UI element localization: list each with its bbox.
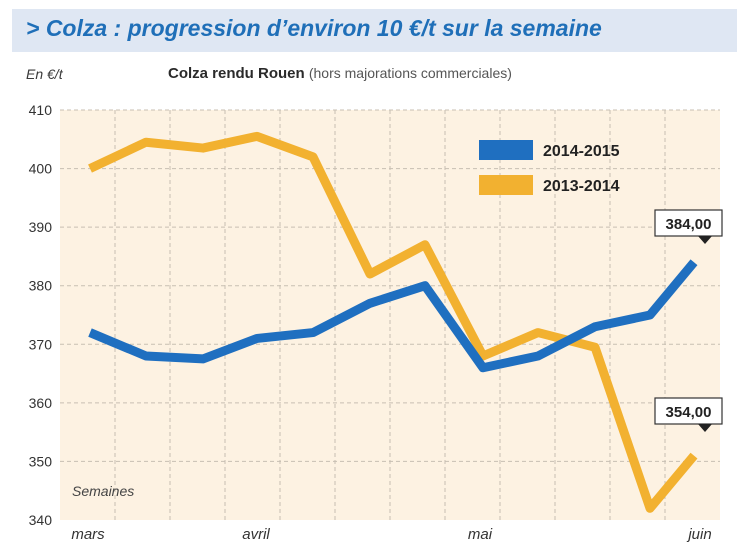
y-tick-label: 350	[29, 453, 53, 469]
legend-swatch	[479, 175, 533, 195]
y-tick-label: 340	[29, 512, 53, 528]
callout-pointer	[698, 236, 712, 244]
x-tick-label: avril	[242, 526, 270, 543]
x-tick-label: juin	[686, 526, 711, 543]
chart-title: Colza rendu Rouen	[168, 65, 305, 82]
legend-label: 2014-2015	[543, 143, 620, 160]
series-line-2013-2014	[88, 131, 698, 513]
y-axis: 340 350 360 370 380 390 400 410	[29, 102, 53, 528]
grid	[60, 109, 720, 520]
x-tick-label: mars	[71, 526, 105, 543]
y-tick-label: 410	[29, 102, 53, 118]
callout-box	[654, 209, 723, 237]
end-value-callouts: 384,00 354,00	[654, 209, 723, 432]
callout-box	[654, 397, 723, 425]
y-tick-label: 360	[29, 395, 53, 411]
legend-swatch	[479, 140, 533, 160]
series	[88, 131, 698, 513]
series-line-2014-2015	[88, 259, 698, 373]
x-axis: mars avril mai juin	[71, 526, 711, 543]
y-tick-label: 390	[29, 219, 53, 235]
x-tick-label: mai	[468, 526, 493, 543]
chart-title-block: Colza rendu Rouen (hors majorations comm…	[168, 65, 512, 82]
chart-subtitle: (hors majorations commerciales)	[308, 65, 512, 81]
y-tick-label: 380	[29, 278, 53, 294]
header-banner: > Colza : progression d’environ 10 €/t s…	[12, 9, 737, 52]
x-axis-title: Semaines	[72, 483, 134, 499]
callout-value: 384,00	[666, 216, 712, 233]
callout-value: 354,00	[666, 404, 712, 421]
legend-label: 2013-2014	[543, 178, 620, 195]
callout-pointer	[698, 424, 712, 432]
legend: 2014-2015 2013-2014	[479, 140, 620, 195]
header-title: > Colza : progression d’environ 10 €/t s…	[26, 15, 602, 41]
y-axis-unit-label: En €/t	[26, 66, 63, 82]
y-tick-label: 400	[29, 161, 53, 177]
y-tick-label: 370	[29, 336, 53, 352]
